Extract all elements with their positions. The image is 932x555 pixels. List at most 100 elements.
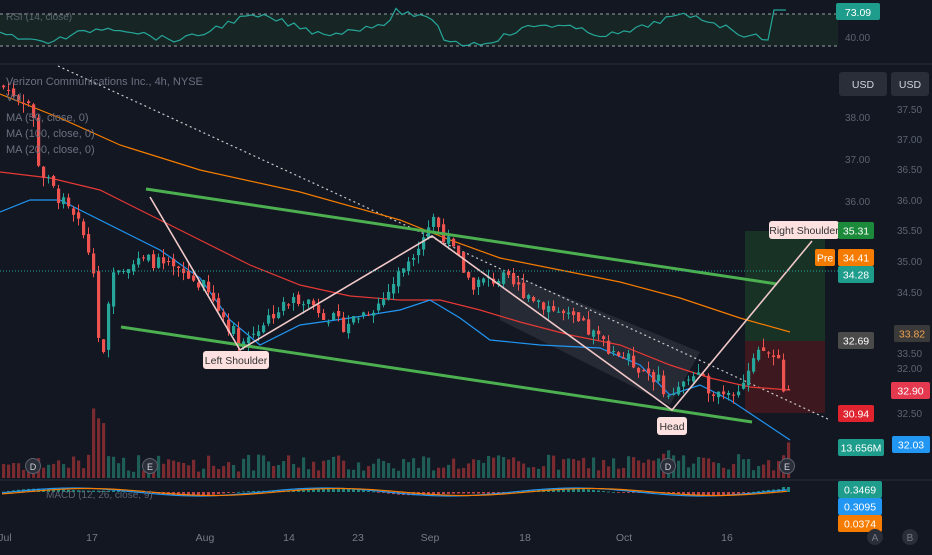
event-marker-label: E bbox=[784, 462, 790, 472]
volume-bar bbox=[207, 455, 211, 478]
volume-bar bbox=[342, 460, 346, 478]
time-axis-label: 14 bbox=[283, 532, 295, 544]
svg-text:73.09: 73.09 bbox=[845, 7, 871, 19]
candle-body bbox=[512, 273, 516, 285]
volume-bar bbox=[177, 462, 181, 478]
rsi-pane[interactable]: RSI (14, close) bbox=[0, 0, 838, 50]
volume-bar bbox=[222, 466, 226, 478]
svg-text:USD: USD bbox=[852, 79, 875, 91]
macd-bar bbox=[77, 490, 80, 492]
macd-bar bbox=[97, 490, 100, 492]
candle-body bbox=[372, 312, 376, 316]
svg-text:B: B bbox=[907, 533, 914, 544]
event-marker[interactable]: D bbox=[660, 458, 676, 474]
volume-bar bbox=[287, 455, 291, 478]
volume-bar bbox=[442, 467, 446, 478]
candle-body bbox=[32, 104, 36, 118]
macd-line bbox=[1, 487, 788, 497]
macd-badge-bg bbox=[838, 515, 882, 532]
event-marker[interactable]: D bbox=[25, 458, 41, 474]
macd-bar bbox=[562, 487, 565, 492]
candle-body bbox=[657, 374, 661, 382]
channel-bottom-line[interactable] bbox=[120, 325, 753, 424]
volume-bar bbox=[397, 470, 401, 478]
macd-bar bbox=[67, 489, 70, 492]
candle-body bbox=[172, 258, 176, 267]
channel-top-line[interactable] bbox=[145, 187, 778, 286]
macd-bar bbox=[432, 492, 435, 495]
time-axis-label: 17 bbox=[86, 532, 98, 544]
macd-bar bbox=[352, 489, 355, 492]
time-axis-label: 16 bbox=[721, 532, 733, 544]
macd-bar bbox=[622, 492, 625, 493]
volume-bar bbox=[712, 462, 716, 478]
corner-button-a[interactable]: A bbox=[867, 529, 883, 545]
candle-body bbox=[727, 392, 731, 395]
candle-body bbox=[82, 221, 86, 236]
price-badge: 32.03 bbox=[892, 436, 930, 453]
volume-bar bbox=[77, 460, 81, 478]
ma200-legend: MA (200, close, 0) bbox=[6, 144, 95, 156]
candle-body bbox=[162, 257, 166, 264]
candle-body bbox=[542, 302, 546, 310]
price-pane[interactable]: Left Shoulder Head Right Shoulder Verizo… bbox=[0, 65, 839, 478]
volume-bar bbox=[592, 457, 596, 478]
volume-bar bbox=[382, 460, 386, 478]
price-axis-inner[interactable]: 38.00 37.00 36.00 40.00 bbox=[845, 33, 870, 208]
candle-body bbox=[637, 367, 641, 373]
candle-body bbox=[627, 353, 631, 360]
volume-bar bbox=[2, 464, 6, 478]
candle-body bbox=[192, 275, 196, 281]
macd-bar bbox=[487, 492, 490, 494]
macd-pane[interactable]: MACD (12, 26, close, 9) bbox=[1, 487, 790, 501]
corner-button-b[interactable]: B bbox=[902, 529, 918, 545]
event-marker[interactable]: E bbox=[142, 458, 158, 474]
macd-bar bbox=[187, 492, 190, 497]
pattern-line[interactable] bbox=[149, 196, 813, 412]
time-axis[interactable]: Jul 17 Aug 14 23 Sep 18 Oct 16 bbox=[0, 532, 733, 544]
macd-bar bbox=[492, 492, 495, 494]
macd-bar bbox=[722, 492, 725, 496]
candle-body bbox=[527, 295, 531, 299]
volume-bar bbox=[717, 463, 721, 478]
candle-body bbox=[432, 216, 436, 227]
event-marker-label: D bbox=[665, 462, 672, 472]
currency-button[interactable]: USD bbox=[839, 72, 887, 96]
macd-bar bbox=[412, 492, 415, 496]
rsi-value-badge: 73.09 bbox=[836, 3, 880, 20]
macd-bar bbox=[787, 487, 790, 492]
chart-title: Verizon Communications Inc., 4h, NYSE bbox=[6, 76, 203, 88]
volume-bar bbox=[167, 459, 171, 478]
macd-bar bbox=[457, 492, 460, 494]
price-axis-label: 32.50 bbox=[897, 409, 922, 420]
price-badge-label: 34.28 bbox=[843, 270, 869, 282]
currency-button[interactable]: USD bbox=[891, 72, 929, 96]
volume-bar bbox=[657, 458, 661, 478]
candle-body bbox=[327, 322, 331, 324]
volume-bar bbox=[292, 464, 296, 478]
candle-body bbox=[507, 270, 511, 275]
volume-bar bbox=[67, 467, 71, 478]
price-badge: Pre bbox=[815, 249, 835, 266]
left-shoulder-label[interactable]: Left Shoulder bbox=[203, 351, 269, 369]
macd-bar bbox=[472, 492, 475, 494]
candle-body bbox=[267, 315, 271, 324]
candle-body bbox=[577, 312, 581, 322]
macd-bar bbox=[342, 488, 345, 492]
candle-body bbox=[462, 252, 466, 273]
volume-bar bbox=[212, 465, 216, 478]
right-shoulder-label[interactable]: Right Shoulder bbox=[769, 221, 839, 239]
candle-body bbox=[692, 376, 696, 382]
candle-body bbox=[532, 297, 536, 302]
event-marker[interactable]: E bbox=[779, 458, 795, 474]
volume-bar bbox=[327, 459, 331, 478]
candle-body bbox=[717, 391, 721, 398]
candle-body bbox=[437, 217, 441, 228]
volume-bar bbox=[417, 467, 421, 478]
volume-bar bbox=[42, 467, 46, 478]
candle-body bbox=[27, 101, 31, 104]
head-label[interactable]: Head bbox=[657, 417, 687, 435]
